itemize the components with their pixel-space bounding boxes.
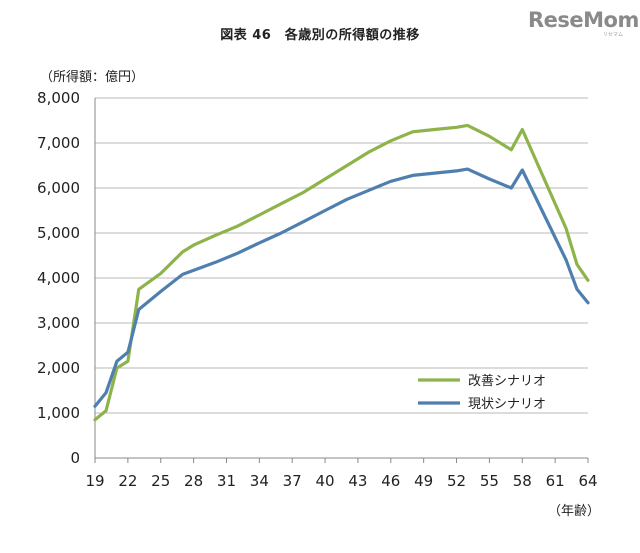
series-line-2 [93, 167, 590, 408]
resemom-logo-subtext: リセマム [603, 32, 624, 38]
x-tick-labels: 19 22 25 28 31 34 37 40 43 46 49 52 55 58 61 64 [85, 472, 597, 490]
x-tick-label: 49 [414, 472, 433, 490]
legend-label-2: 現状シナリオ [468, 397, 546, 412]
x-tick-label: 55 [480, 472, 499, 490]
y-tick-label: 6,000 [37, 179, 80, 197]
resemom-logo: ReseMom [528, 8, 639, 32]
gridlines [95, 97, 588, 414]
y-tick-label: 0 [70, 449, 80, 467]
y-tick-label: 3,000 [37, 314, 80, 332]
legend-label-1: 改善シナリオ [468, 373, 546, 389]
axes [94, 98, 589, 463]
x-tick-label: 40 [316, 472, 335, 490]
x-tick-label: 31 [217, 472, 236, 490]
x-tick-label: 52 [447, 472, 466, 490]
x-tick-label: 43 [348, 472, 367, 490]
x-tick-label: 58 [513, 472, 532, 490]
y-axis-unit-label: （所得額：億円） [40, 70, 145, 85]
y-tick-label: 1,000 [37, 404, 80, 422]
series-lines [93, 123, 590, 422]
x-tick-label: 46 [381, 472, 400, 490]
x-tick-label: 19 [85, 472, 104, 490]
x-tick-label: 61 [546, 472, 565, 490]
y-tick-label: 2,000 [37, 359, 80, 377]
series-line-1 [93, 123, 590, 422]
x-tick-label: 34 [250, 472, 269, 490]
x-tick-label: 64 [578, 472, 597, 490]
y-tick-label: 8,000 [37, 89, 80, 107]
y-tick-label: 4,000 [37, 269, 80, 287]
y-tick-labels: 0 1,000 2,000 3,000 4,000 5,000 6,000 7,000 8,00… [37, 89, 80, 467]
x-axis-unit-label: （年齢） [548, 504, 601, 519]
chart-title: 図表 46 各歳別の所得額の推移 [220, 28, 420, 43]
y-tick-label: 7,000 [37, 134, 80, 152]
x-tick-label: 28 [184, 472, 203, 490]
y-tick-label: 5,000 [37, 224, 80, 242]
x-tick-label: 22 [118, 472, 137, 490]
x-tick-label: 37 [283, 472, 302, 490]
x-tick-label: 25 [151, 472, 170, 490]
